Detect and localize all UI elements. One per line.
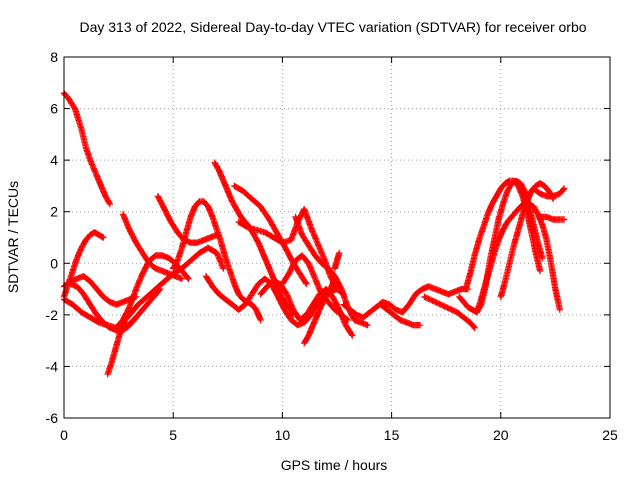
x-axis-title: GPS time / hours <box>281 457 388 473</box>
series-track-01 <box>60 89 114 208</box>
series-track-08 <box>113 252 192 331</box>
y-tick-label: -2 <box>46 307 59 323</box>
data-markers <box>340 283 472 321</box>
series-track-10 <box>170 198 264 324</box>
data-markers <box>421 293 478 331</box>
chart-title: Day 313 of 2022, Sidereal Day-to-day VTE… <box>79 19 586 35</box>
y-tick-label: 8 <box>50 49 58 65</box>
series-track-20 <box>340 283 472 321</box>
data-markers <box>170 198 264 324</box>
series-track-26 <box>530 185 568 200</box>
series-track-24 <box>473 200 563 316</box>
y-tick-label: -4 <box>46 358 59 374</box>
data-markers <box>331 249 343 272</box>
series-track-28 <box>421 293 478 331</box>
data-markers <box>301 275 338 347</box>
x-tick-label: 10 <box>275 427 291 443</box>
series-track-18 <box>301 275 338 347</box>
data-layer <box>60 89 568 378</box>
grid-layer <box>64 57 610 418</box>
series-track-27 <box>536 213 568 223</box>
data-markers <box>104 244 227 378</box>
series-track-06 <box>104 244 227 378</box>
y-tick-label: 2 <box>50 204 58 220</box>
series-track-17 <box>279 252 352 324</box>
data-markers <box>279 252 352 324</box>
x-tick-label: 0 <box>60 427 68 443</box>
series-track-19 <box>331 249 343 272</box>
data-markers <box>530 185 568 200</box>
data-markers <box>462 177 544 293</box>
series-track-12 <box>231 182 310 288</box>
y-tick-label: 6 <box>50 101 58 117</box>
data-markers <box>231 182 310 288</box>
data-markers <box>473 200 563 316</box>
x-tick-label: 20 <box>493 427 509 443</box>
y-tick-label: 0 <box>50 255 58 271</box>
series-track-21 <box>377 301 424 329</box>
y-tick-label: 4 <box>50 152 58 168</box>
data-markers <box>292 213 371 329</box>
series-track-23 <box>462 177 544 293</box>
series-track-14 <box>292 213 371 329</box>
data-markers <box>536 213 568 223</box>
plot-frame <box>63 56 611 419</box>
data-markers <box>113 252 192 331</box>
y-axis-title: SDTVAR / TECUs <box>5 181 21 293</box>
y-tick-label: -6 <box>46 410 59 426</box>
x-tick-label: 25 <box>602 427 618 443</box>
x-tick-label: 5 <box>169 427 177 443</box>
x-tick-label: 15 <box>384 427 400 443</box>
data-markers <box>377 301 424 329</box>
data-markers <box>60 89 114 208</box>
